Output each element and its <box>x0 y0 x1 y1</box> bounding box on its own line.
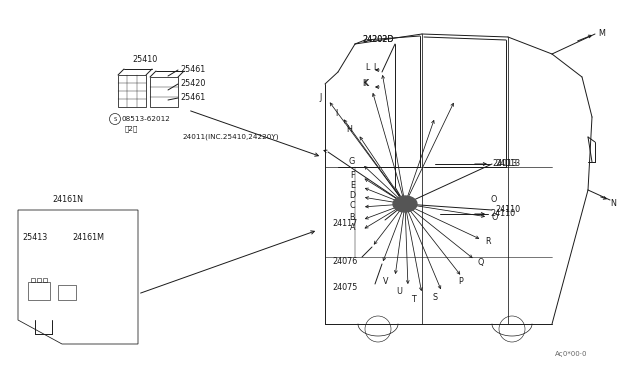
Text: 08513-62012: 08513-62012 <box>122 116 171 122</box>
Text: I: I <box>336 109 338 119</box>
Bar <box>58 285 76 300</box>
Text: 24013: 24013 <box>492 160 517 169</box>
Text: S: S <box>433 292 438 301</box>
Text: D: D <box>349 190 355 199</box>
Text: 24011(INC.25410,24220Y): 24011(INC.25410,24220Y) <box>182 134 278 140</box>
Text: F: F <box>351 170 355 180</box>
Text: K: K <box>363 80 368 89</box>
Text: 24075: 24075 <box>333 282 358 292</box>
Text: 25461: 25461 <box>180 65 205 74</box>
Text: S: S <box>113 116 116 122</box>
Text: O: O <box>490 196 497 205</box>
Text: G: G <box>349 157 355 167</box>
Text: J: J <box>320 93 322 102</box>
Polygon shape <box>393 196 417 212</box>
Text: A: A <box>349 224 355 232</box>
Text: 24110: 24110 <box>490 209 515 218</box>
Bar <box>37 278 41 282</box>
Text: 25420: 25420 <box>180 80 205 89</box>
Text: M: M <box>598 29 605 38</box>
Text: T: T <box>412 295 416 304</box>
Text: K: K <box>362 80 367 89</box>
Text: 24117: 24117 <box>333 219 358 228</box>
Text: （2）: （2） <box>125 126 138 132</box>
Text: V: V <box>383 278 388 286</box>
Text: L: L <box>365 62 369 71</box>
Text: O: O <box>492 212 499 221</box>
Bar <box>150 77 178 107</box>
Text: H: H <box>346 125 352 135</box>
Text: N: N <box>610 199 616 208</box>
Text: 25410: 25410 <box>132 55 157 64</box>
Text: 24202D: 24202D <box>362 35 394 45</box>
Text: 24013: 24013 <box>495 160 520 169</box>
Text: B: B <box>349 214 355 222</box>
Bar <box>43 278 47 282</box>
Text: 24161M: 24161M <box>72 232 104 241</box>
Text: R: R <box>485 237 490 247</box>
Bar <box>118 75 146 107</box>
Text: L: L <box>374 62 378 71</box>
Bar <box>31 278 35 282</box>
Text: 24076: 24076 <box>333 257 358 266</box>
Text: 25413: 25413 <box>22 232 47 241</box>
Text: 24161N: 24161N <box>52 196 83 205</box>
Text: E: E <box>350 180 355 189</box>
Bar <box>28 282 50 300</box>
Text: 24110: 24110 <box>495 205 520 215</box>
Text: Aς0*00·0: Aς0*00·0 <box>555 351 588 357</box>
Text: C: C <box>349 201 355 209</box>
Text: Q: Q <box>478 257 484 266</box>
Text: 25461: 25461 <box>180 93 205 103</box>
Text: P: P <box>458 278 463 286</box>
Text: 24202D: 24202D <box>362 35 394 45</box>
Text: U: U <box>396 288 402 296</box>
